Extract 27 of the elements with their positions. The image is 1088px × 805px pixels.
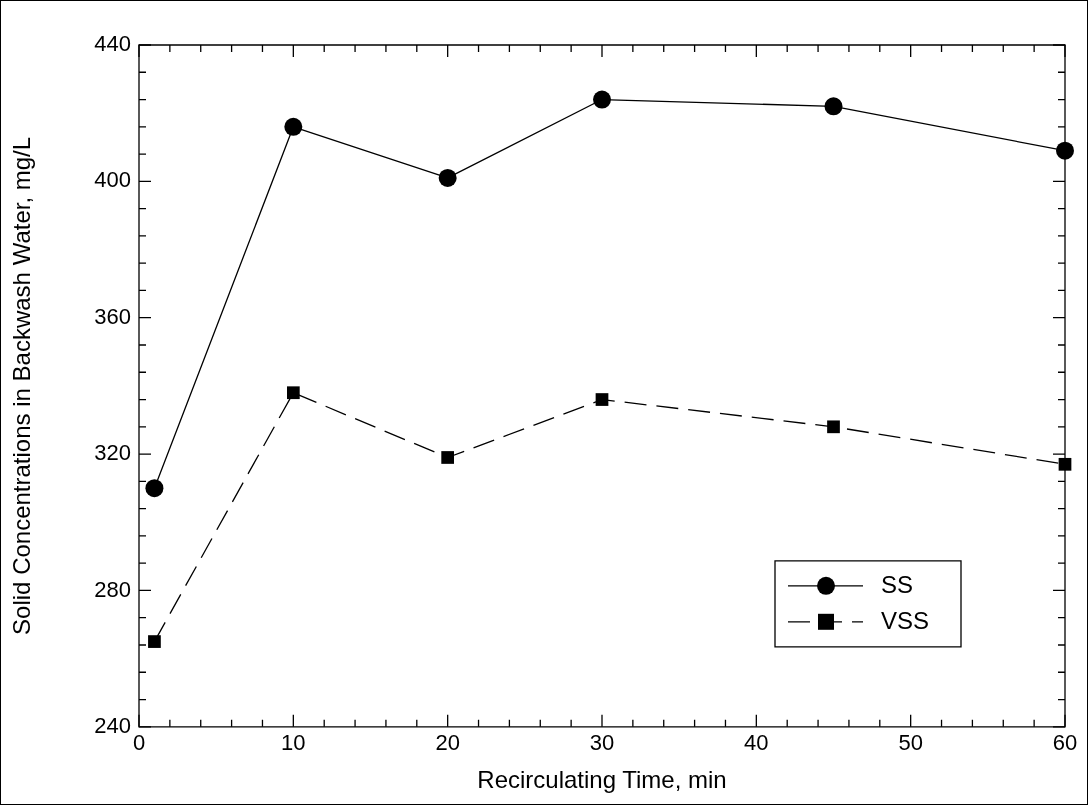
point [593, 90, 611, 109]
point [284, 117, 303, 136]
point [145, 479, 164, 498]
y-tick-label: 240 [94, 712, 131, 738]
y-tick-label: 440 [94, 31, 131, 57]
point [827, 420, 840, 434]
y-axis-title: Solid Concentrations in Backwash Water, mg/L [8, 136, 36, 635]
x-tick-label: 0 [132, 730, 146, 756]
point [824, 97, 843, 116]
point [438, 168, 457, 187]
point [286, 386, 300, 400]
x-tick-label: 20 [435, 730, 460, 756]
x-axis-title: Recirculating Time, min [477, 766, 727, 794]
y-tick-label: 320 [94, 440, 131, 466]
x-tick-label: 40 [744, 730, 769, 756]
legend-label: VSS [881, 607, 930, 635]
point [595, 393, 609, 406]
point [441, 451, 455, 464]
legend-label: SS [881, 571, 914, 599]
y-tick-label: 360 [94, 303, 131, 329]
x-tick-label: 50 [898, 730, 923, 756]
x-tick-label: 60 [1052, 730, 1078, 756]
x-tick-label: 10 [281, 730, 306, 756]
point [148, 635, 161, 648]
y-tick-label: 400 [94, 167, 131, 193]
x-tick-label: 30 [589, 730, 615, 756]
y-tick-label: 280 [94, 576, 131, 602]
